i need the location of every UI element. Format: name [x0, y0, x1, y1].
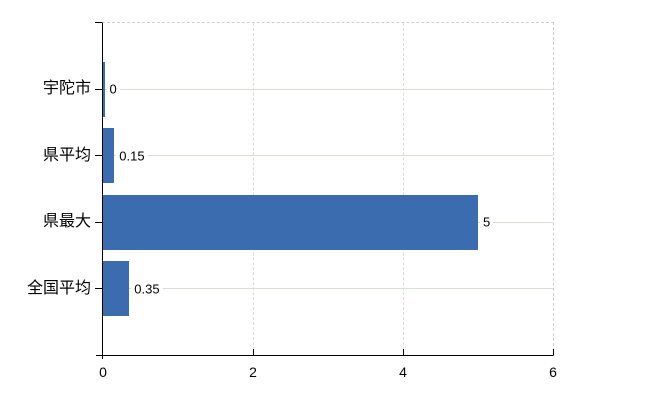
- bar-value-label: 0.15: [116, 148, 148, 164]
- category-label: 全国平均: [26, 279, 91, 297]
- bar: [103, 261, 130, 317]
- x-axis-origin-tick: [96, 355, 103, 356]
- bar-value-label: 0: [106, 81, 120, 97]
- bar-value-label: 0.35: [131, 281, 163, 297]
- y-axis-top-tick: [95, 22, 102, 23]
- bar-value-label: 5: [480, 214, 494, 230]
- y-axis-tick: [95, 88, 102, 90]
- x-tick-label: 6: [549, 364, 557, 380]
- y-axis-tick: [95, 155, 102, 157]
- bar: [103, 61, 105, 117]
- plot-area: 宇陀市 0 県平均 0.15 県最大 5 全国平均 0.35 0 2 4 6: [27, 22, 557, 379]
- category-label: 宇陀市: [42, 80, 91, 98]
- category-label: 県平均: [42, 146, 91, 164]
- bar: [103, 194, 478, 250]
- v-gridline: [403, 23, 404, 355]
- h-gridline: [103, 288, 553, 290]
- bar: [103, 128, 115, 184]
- x-tick-label: 0: [99, 364, 107, 380]
- x-axis-tick: [552, 349, 554, 355]
- h-gridline: [103, 155, 553, 157]
- x-tick-label: 4: [399, 364, 407, 380]
- x-axis-tick: [402, 349, 404, 355]
- y-axis-tick: [95, 288, 102, 290]
- y-axis-origin-tick: [102, 355, 103, 359]
- x-tick-label: 2: [249, 364, 257, 380]
- x-axis-tick: [252, 349, 254, 355]
- y-axis-tick: [95, 221, 102, 223]
- h-gridline: [103, 88, 553, 90]
- v-gridline: [253, 23, 254, 355]
- category-label: 県最大: [42, 213, 91, 231]
